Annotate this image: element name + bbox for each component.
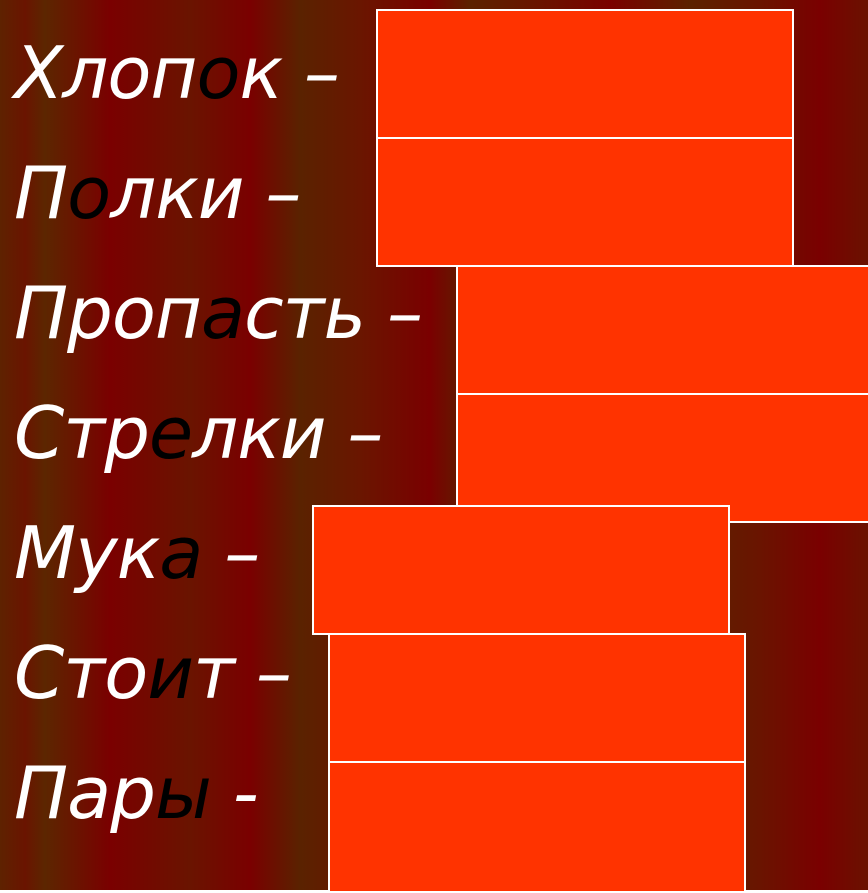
accent-letter: и xyxy=(147,631,194,715)
word-part: лки – xyxy=(110,151,301,235)
answer-box-7[interactable] xyxy=(328,761,746,893)
accent-letter: е xyxy=(148,391,193,475)
word-part: лки – xyxy=(192,391,383,475)
word-part: т – xyxy=(193,631,292,715)
word-row-3: Пропасть – xyxy=(14,268,423,358)
answer-box-5[interactable] xyxy=(312,505,730,635)
answer-box-2[interactable] xyxy=(376,137,794,267)
word-part: Пар xyxy=(14,751,156,835)
answer-box-6[interactable] xyxy=(328,633,746,763)
word-part: к – xyxy=(239,31,340,115)
answer-box-4[interactable] xyxy=(456,393,868,523)
answer-box-3[interactable] xyxy=(456,265,868,395)
word-part: Проп xyxy=(14,271,202,355)
accent-letter: ы xyxy=(154,751,212,835)
word-part: Сто xyxy=(14,631,148,715)
accent-letter: а xyxy=(200,271,245,355)
word-part: П xyxy=(14,151,68,235)
word-row-7: Пары - xyxy=(14,748,259,838)
word-part: – xyxy=(202,511,260,595)
word-row-6: Стоит – xyxy=(14,628,292,718)
word-part: Хлоп xyxy=(14,31,197,115)
accent-letter: о xyxy=(67,151,111,235)
word-row-1: Хлопок – xyxy=(14,28,340,118)
accent-letter: о xyxy=(196,31,240,115)
word-part: Стр xyxy=(14,391,150,475)
word-row-2: Полки – xyxy=(14,148,301,238)
word-row-5: Мука – xyxy=(14,508,260,598)
word-part: Мук xyxy=(14,511,160,595)
word-part: сть – xyxy=(244,271,423,355)
word-row-4: Стрелки – xyxy=(14,388,383,478)
word-part: - xyxy=(210,751,259,835)
accent-letter: а xyxy=(159,511,203,595)
answer-box-1[interactable] xyxy=(376,9,794,139)
